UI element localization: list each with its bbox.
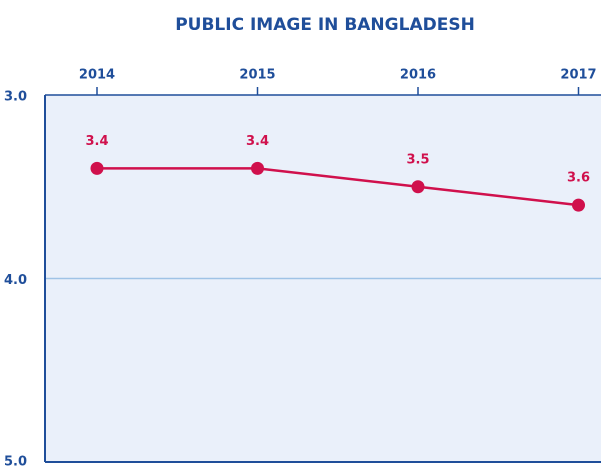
y-tick-label: 4.0 xyxy=(4,273,27,288)
data-label: 3.4 xyxy=(246,134,269,149)
data-label: 3.5 xyxy=(406,152,429,167)
y-tick-label: 3.0 xyxy=(4,90,27,105)
x-tick-label: 2016 xyxy=(400,68,436,83)
chart-title: PUBLIC IMAGE IN BANGLADESH xyxy=(175,15,475,35)
data-label: 3.4 xyxy=(85,134,108,149)
x-tick-label: 2014 xyxy=(79,68,115,83)
x-tick-label: 2015 xyxy=(239,68,275,83)
x-tick-label: 2017 xyxy=(560,68,596,83)
data-point xyxy=(251,161,264,175)
data-point xyxy=(572,198,585,212)
data-point xyxy=(411,180,425,194)
data-point xyxy=(90,161,104,175)
y-tick-label: 5.0 xyxy=(4,455,27,470)
data-label: 3.6 xyxy=(567,171,590,186)
data-line xyxy=(97,167,579,207)
